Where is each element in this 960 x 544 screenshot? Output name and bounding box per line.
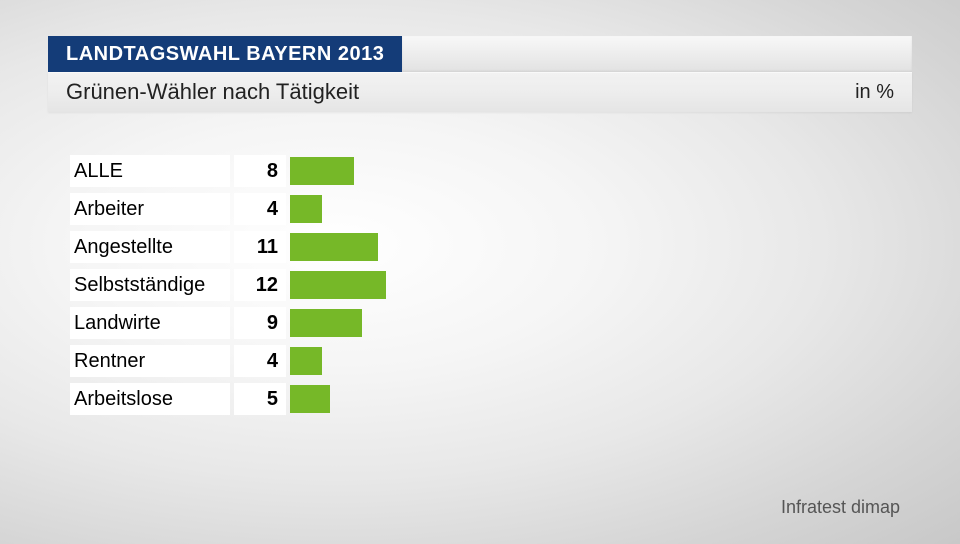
row-value: 4	[234, 345, 286, 377]
row-value: 4	[234, 193, 286, 225]
source-text: Infratest dimap	[781, 497, 900, 518]
subtitle-text: Grünen-Wähler nach Tätigkeit	[66, 79, 359, 105]
row-label: Selbstständige	[70, 269, 230, 301]
row-label: Arbeiter	[70, 193, 230, 225]
header-title-text: LANDTAGSWAHL BAYERN 2013	[66, 43, 384, 66]
row-value: 11	[234, 231, 286, 263]
row-bar-cell	[290, 266, 890, 304]
chart-row: Arbeitslose 5	[70, 380, 890, 418]
row-label: Rentner	[70, 345, 230, 377]
row-bar-cell	[290, 380, 890, 418]
row-bar	[290, 347, 322, 375]
row-bar	[290, 309, 362, 337]
chart-area: ALLE 8 Arbeiter 4 Angestellte 11 Selbsts…	[70, 152, 890, 418]
row-value: 8	[234, 155, 286, 187]
chart-row: Selbstständige 12	[70, 266, 890, 304]
row-bar	[290, 271, 386, 299]
chart-row: Landwirte 9	[70, 304, 890, 342]
row-value: 9	[234, 307, 286, 339]
header-spacer	[402, 36, 912, 72]
row-label: Angestellte	[70, 231, 230, 263]
row-value: 5	[234, 383, 286, 415]
row-label: Arbeitslose	[70, 383, 230, 415]
row-bar	[290, 195, 322, 223]
row-bar	[290, 233, 378, 261]
chart-row: Arbeiter 4	[70, 190, 890, 228]
header-bar: LANDTAGSWAHL BAYERN 2013	[48, 36, 912, 72]
chart-row: ALLE 8	[70, 152, 890, 190]
chart-row: Angestellte 11	[70, 228, 890, 266]
row-value: 12	[234, 269, 286, 301]
row-bar	[290, 385, 330, 413]
subtitle-bar: Grünen-Wähler nach Tätigkeit in %	[48, 72, 912, 112]
row-bar-cell	[290, 152, 890, 190]
row-bar-cell	[290, 304, 890, 342]
chart-row: Rentner 4	[70, 342, 890, 380]
row-bar-cell	[290, 342, 890, 380]
header-title: LANDTAGSWAHL BAYERN 2013	[48, 36, 402, 72]
row-label: ALLE	[70, 155, 230, 187]
row-label: Landwirte	[70, 307, 230, 339]
row-bar-cell	[290, 228, 890, 266]
row-bar-cell	[290, 190, 890, 228]
unit-text: in %	[855, 81, 894, 104]
row-bar	[290, 157, 354, 185]
